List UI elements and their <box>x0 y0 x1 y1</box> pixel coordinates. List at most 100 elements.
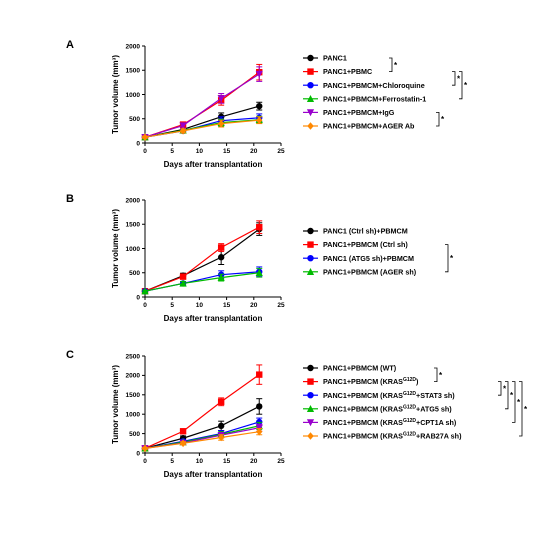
data-point <box>217 273 225 281</box>
significance-star: * <box>441 115 445 124</box>
series-1 <box>141 222 263 295</box>
series-2 <box>141 220 263 295</box>
data-point <box>256 102 263 110</box>
legend-label: PANC1+PBMCM (WT) <box>323 364 397 373</box>
series-1 <box>141 398 263 452</box>
x-tick-label: 5 <box>170 302 174 309</box>
panel-b: B 0 5 10 15 20 25 0 500 1000 1500 2000 Days after tr… <box>66 193 454 323</box>
y-axis-title: Tumor volume (mm³) <box>111 365 120 444</box>
x-tick-label: 0 <box>143 302 147 309</box>
legend: PANC1 PANC1+PBMC PANC1+PBMCM+Chloroquine PA… <box>303 54 426 131</box>
y-tick-label: 2000 <box>126 43 141 50</box>
significance-star: * <box>517 398 521 407</box>
x-axis-title: Days after transplantation <box>164 314 263 323</box>
significance-star: * <box>450 254 454 263</box>
significance-bracket <box>436 112 440 127</box>
y-tick-label: 0 <box>136 294 140 301</box>
y-axis-title: Tumor volume (mm³) <box>111 209 120 288</box>
significance-bracket <box>445 244 449 273</box>
y-tick-label: 1500 <box>126 222 141 229</box>
x-tick-label: 25 <box>277 148 285 155</box>
series-line <box>144 431 260 449</box>
series-line <box>144 228 260 292</box>
data-point <box>141 287 149 295</box>
panel-letter: A <box>66 39 74 51</box>
series-2 <box>141 63 263 141</box>
legend-marker <box>307 54 314 62</box>
data-point <box>141 444 149 453</box>
legend-label: PANC1+PBMCM (KRASG12D) <box>323 377 419 386</box>
significance-star: * <box>394 61 398 70</box>
x-tick-label: 10 <box>196 148 204 155</box>
legend: PANC1 (Ctrl sh)+PBMCM PANC1+PBMCM (Ctrl s… <box>303 227 417 276</box>
series-line <box>144 405 260 449</box>
y-tick-label: 500 <box>129 270 140 277</box>
data-point <box>256 427 263 436</box>
legend-marker <box>307 364 314 372</box>
y-tick-label: 500 <box>129 431 140 438</box>
x-tick-label: 5 <box>170 458 174 465</box>
legend-marker <box>307 122 314 130</box>
series-4 <box>141 267 263 295</box>
panel-c: C 0 5 10 15 20 25 0 500 1000 1500 2000 2500 Days afte… <box>66 349 528 479</box>
x-tick-label: 15 <box>223 458 231 465</box>
series-6 <box>141 427 263 453</box>
significance-bracket <box>459 71 463 100</box>
x-tick-label: 10 <box>196 302 204 309</box>
legend-label: PANC1 <box>323 54 347 63</box>
data-point <box>179 428 187 435</box>
y-tick-label: 500 <box>129 116 140 123</box>
y-tick-label: 1500 <box>126 68 141 75</box>
legend-marker <box>306 268 315 275</box>
series-line <box>144 374 260 449</box>
legend-marker <box>306 109 315 117</box>
data-point <box>256 223 263 231</box>
significance-star: * <box>524 405 528 414</box>
legend-marker <box>307 241 314 248</box>
legend-marker <box>306 405 315 412</box>
data-point <box>179 122 187 130</box>
data-point <box>217 433 225 442</box>
legend-label: PANC1+PBMCM (KRASG12D+RAB27A sh) <box>323 432 462 441</box>
panel-letter: C <box>66 349 74 361</box>
x-tick-label: 0 <box>143 458 147 465</box>
y-tick-label: 2000 <box>126 373 141 380</box>
significance-bracket <box>434 367 438 382</box>
legend-label: PANC1+PBMCM+Chloroquine <box>323 81 425 90</box>
significance-star: * <box>503 384 507 393</box>
y-axis-title: Tumor volume (mm³) <box>111 55 120 134</box>
data-point <box>255 70 263 78</box>
data-point <box>179 127 187 135</box>
x-tick-label: 15 <box>223 148 231 155</box>
x-tick-label: 10 <box>196 458 204 465</box>
legend-marker <box>307 378 314 385</box>
legend-marker <box>306 95 315 102</box>
x-axis-title: Days after transplantation <box>164 160 263 169</box>
x-tick-label: 15 <box>223 302 231 309</box>
x-tick-label: 25 <box>277 458 285 465</box>
legend-marker <box>307 392 314 399</box>
y-tick-label: 0 <box>136 450 140 457</box>
x-tick-label: 20 <box>250 458 258 465</box>
data-point <box>179 273 187 280</box>
significance-bracket <box>498 381 502 396</box>
data-point <box>217 244 225 251</box>
legend-label: PANC1 (Ctrl sh)+PBMCM <box>323 227 408 236</box>
legend-marker <box>307 68 314 75</box>
significance-bracket <box>452 71 456 86</box>
y-tick-label: 2000 <box>126 197 141 204</box>
legend-label: PANC1+PBMCM+IgG <box>323 108 395 117</box>
y-tick-label: 1500 <box>126 392 141 399</box>
x-tick-label: 0 <box>143 148 147 155</box>
y-tick-label: 1000 <box>126 246 141 253</box>
y-tick-label: 2500 <box>126 353 141 360</box>
legend-marker <box>307 82 314 89</box>
x-tick-label: 20 <box>250 302 258 309</box>
data-point <box>256 403 263 410</box>
x-axis-title: Days after transplantation <box>164 470 263 479</box>
data-point <box>217 422 225 430</box>
data-point <box>217 254 225 261</box>
data-point <box>255 268 263 276</box>
significance-bracket <box>512 381 516 423</box>
